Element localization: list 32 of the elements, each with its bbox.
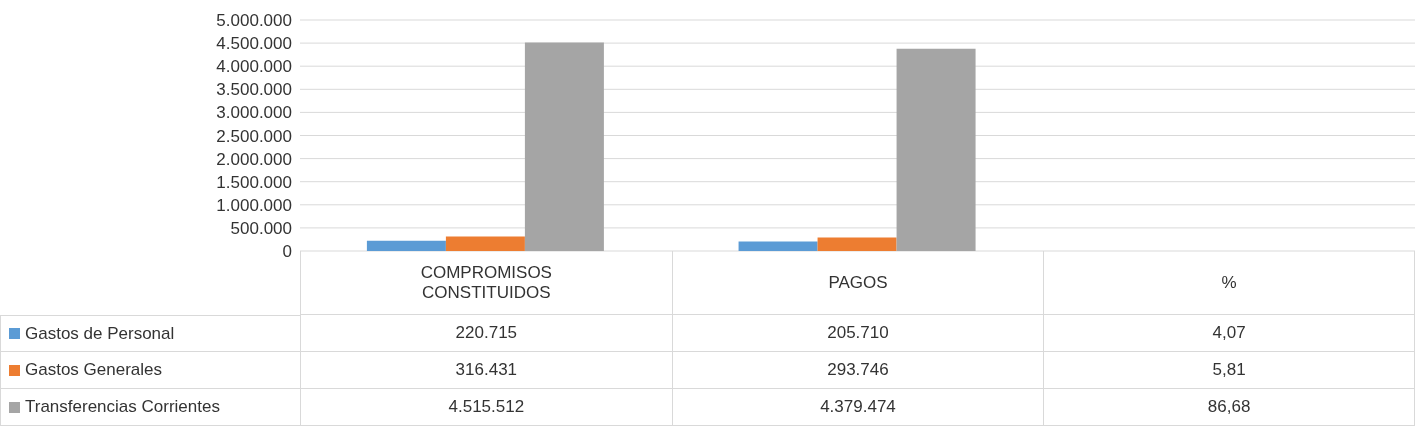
y-tick-label: 3.000.000 [216, 103, 292, 123]
y-tick-label: 500.000 [230, 218, 292, 238]
bar [524, 42, 604, 251]
data-label: 86,68 [1043, 389, 1415, 426]
y-tick-label: 2.500.000 [216, 126, 292, 146]
bar [366, 240, 446, 251]
y-tick-label: 1.500.000 [216, 172, 292, 192]
legend-label: Gastos Generales [25, 360, 163, 380]
y-tick-label: 4.500.000 [216, 34, 292, 54]
bar [738, 241, 818, 251]
data-label: 220.715 [300, 315, 672, 352]
y-tick-label: 4.000.000 [216, 57, 292, 77]
data-label: 293.746 [671, 352, 1044, 389]
bar [445, 236, 525, 251]
x-tick-label: PAGOS [828, 272, 888, 293]
x-tick-label: COMPROMISOS CONSTITUIDOS [419, 262, 553, 303]
y-tick-label: 0 [282, 242, 292, 262]
bar [896, 48, 976, 251]
y-tick-label: 3.500.000 [216, 80, 292, 100]
legend-label: Transferencias Corrientes [25, 397, 220, 417]
y-tick-label: 5.000.000 [216, 11, 292, 31]
data-label: 4.379.474 [671, 389, 1044, 426]
x-tick-label: % [1221, 272, 1237, 293]
bar [817, 237, 897, 251]
data-label: 4.515.512 [300, 389, 672, 426]
legend-label: Gastos de Personal [25, 323, 175, 344]
data-label: 316.431 [300, 352, 672, 389]
y-tick-label: 1.000.000 [216, 195, 292, 215]
data-label: 4,07 [1043, 315, 1415, 352]
y-tick-label: 2.000.000 [216, 149, 292, 169]
data-label: 5,81 [1043, 352, 1415, 389]
data-label: 205.710 [671, 315, 1044, 352]
